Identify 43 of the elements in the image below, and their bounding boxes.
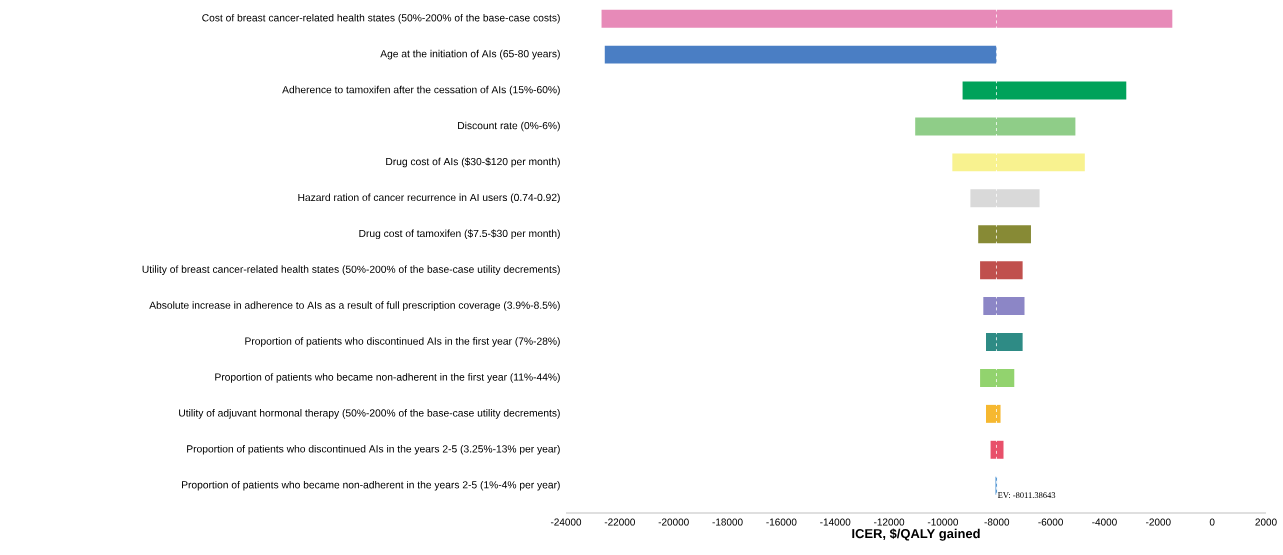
x-tick-label: 0 <box>1209 518 1215 526</box>
x-tick-label: -12000 <box>874 518 905 526</box>
bar <box>952 153 1085 172</box>
x-tick-label: -4000 <box>1092 518 1117 526</box>
bar <box>990 440 1004 459</box>
bar <box>986 404 1001 423</box>
x-tick-label: -24000 <box>550 518 582 526</box>
x-tick-label: -10000 <box>927 518 959 526</box>
y-tick-label: Proportion of patients who discontinued AIs in the first year (7%-28%) <box>245 337 560 347</box>
bar <box>980 368 1015 387</box>
y-tick-label: Proportion of patients who became non-adherent in the first year (11%-44%) <box>215 373 560 383</box>
bar <box>604 45 997 64</box>
x-tick-label: -20000 <box>658 518 689 526</box>
y-tick-label: Drug cost of tamoxifen ($7.5-$30 per month) <box>359 229 560 240</box>
bar <box>983 297 1025 316</box>
bar <box>915 117 1076 136</box>
y-tick-label: Utility of breast cancer-related health states (50%-200% of the base-case utility decrements) <box>142 265 560 275</box>
y-tick-label: Absolute increase in adherence to AIs as a result of full prescription coverage (3.9%-8.5%) <box>149 301 560 311</box>
x-axis-title: ICER, $/QALY gained <box>852 528 980 541</box>
y-tick-label: Proportion of patients who discontinued AIs in the years 2-5 (3.25%-13% per year) <box>187 444 560 455</box>
ref-line-label: EV: -8011.38643 <box>997 492 1056 499</box>
bar <box>962 81 1127 100</box>
x-tick-label: -6000 <box>1038 518 1063 526</box>
x-tick-label: -22000 <box>604 518 635 526</box>
x-tick-label: -8000 <box>984 518 1010 526</box>
y-tick-label: Adherence to tamoxifen after the cessation of AIs (15%-60%) <box>282 85 560 96</box>
y-tick-label: Drug cost of AIs ($30-$120 per month) <box>386 157 560 168</box>
y-tick-label: Hazard ration of cancer recurrence in AI users (0.74-0.92) <box>298 193 560 204</box>
y-tick-label: Cost of breast cancer-related health states (50%-200% of the base-case costs) <box>202 13 560 24</box>
y-tick-label: Discount rate (0%-6%) <box>458 121 560 132</box>
x-tick-label: 2000 <box>1255 518 1277 526</box>
x-tick-label: -16000 <box>766 518 797 526</box>
bar <box>601 9 1173 28</box>
y-tick-label: Proportion of patients who became non-adherent in the years 2-5 (1%-4% per year) <box>182 480 560 491</box>
bar <box>970 189 1040 208</box>
x-tick-label: -18000 <box>712 518 743 526</box>
bar <box>980 261 1023 280</box>
y-tick-label: Age at the initiation of AIs (65-80 years) <box>380 49 560 60</box>
x-tick-label: -2000 <box>1146 518 1171 526</box>
bar <box>986 333 1023 351</box>
y-tick-label: Utility of adjuvant hormonal therapy (50%-200% of the base-case utility decrements) <box>179 409 560 419</box>
bar <box>978 225 1031 244</box>
x-tick-label: -14000 <box>820 518 851 526</box>
